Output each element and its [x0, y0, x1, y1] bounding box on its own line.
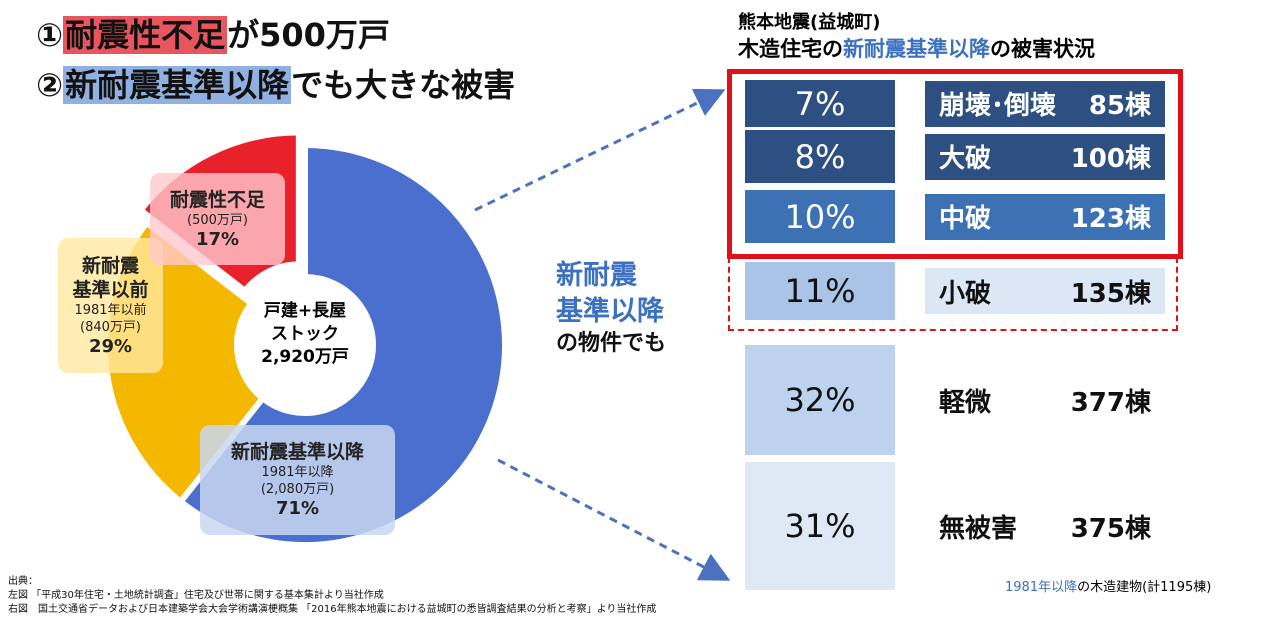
headline-num: ② — [36, 66, 64, 104]
slice-value: 17% — [195, 228, 240, 250]
text: の物件でも — [556, 331, 667, 356]
dashed-box — [728, 257, 1178, 331]
slice-name: 耐震性不足 — [169, 188, 265, 211]
highlight-box — [727, 69, 1183, 259]
source: 出典： — [8, 576, 38, 587]
text: 新耐震 — [556, 260, 637, 291]
headline-num: ① — [36, 16, 64, 54]
slice-name: 新耐震 — [81, 254, 139, 277]
damage-tag: 軽微 377棟 — [925, 375, 1165, 425]
slice-units: (500万戸) — [187, 212, 248, 228]
text: 基準以降 — [556, 296, 664, 327]
damage-count: 375棟 — [1070, 513, 1151, 544]
slice-label: 新耐震 基準以前 1981年以前 (840万戸) 29% — [58, 238, 163, 373]
headline-highlight: 耐震性不足 — [63, 16, 228, 54]
headline-1: ①耐震性不足が500万戸 — [36, 10, 390, 56]
slice-value: 71% — [275, 498, 320, 519]
damage-tag: 崩壊･倒壊 85棟 — [925, 80, 1165, 127]
share-cell: 31% — [745, 462, 895, 590]
slice-year: 1981年以降 — [261, 465, 334, 480]
headline-highlight: 新耐震基準以降 — [63, 66, 292, 104]
share-cell: 11% — [745, 262, 895, 320]
damage-count: 135棟 — [1070, 278, 1151, 309]
share-cell: 10% — [745, 190, 895, 243]
text: 新耐震基準以降 — [843, 37, 990, 61]
damage-count: 100棟 — [1070, 144, 1151, 174]
middle-note: 新耐震基準以降の物件でも — [556, 258, 666, 358]
text: ストック — [271, 324, 339, 344]
panel-title: 熊本地震(益城町) — [738, 12, 881, 33]
damage-level: 崩壊･倒壊 — [939, 91, 1057, 121]
text: 戸建+長屋 — [263, 301, 347, 321]
damage-level: 軽微 — [939, 387, 992, 418]
share-cell: 8% — [745, 130, 895, 183]
text: 1981年以降 — [1005, 580, 1078, 595]
damage-level: 中破 — [939, 204, 992, 234]
damage-count: 377棟 — [1070, 387, 1151, 418]
damage-level: 大破 — [939, 144, 992, 174]
text: 2,920万戸 — [261, 347, 349, 367]
source: 右図 国土交通省データおよび日本建築学会大会学術講演梗概集 「2016年熊本地震… — [8, 604, 657, 615]
panel-footer: 1981年以降の木造建物(計1195棟) — [1005, 576, 1211, 595]
damage-tag: 大破 100棟 — [925, 133, 1165, 180]
slice-units: (2,080万戸) — [260, 482, 335, 497]
share-cell: 32% — [745, 345, 895, 455]
text: の木造建物(計1195棟) — [1077, 580, 1212, 595]
arrow — [474, 88, 726, 212]
text: 木造住宅の — [738, 37, 843, 61]
damage-count: 123棟 — [1070, 204, 1151, 234]
damage-tag: 小破 135棟 — [925, 268, 1165, 314]
headline-2: ②新耐震基準以降でも大きな被害 — [36, 60, 515, 106]
damage-level: 無被害 — [939, 513, 1018, 544]
slice-name: 基準以前 — [72, 278, 149, 301]
damage-level: 小破 — [939, 278, 992, 309]
panel-subtitle: 木造住宅の新耐震基準以降の被害状況 — [738, 33, 1095, 63]
slice-units: (840万戸) — [80, 319, 141, 335]
share-cell: 7% — [745, 80, 895, 127]
slice-year: 1981年以前 — [74, 302, 147, 318]
headline-rest: が500万戸 — [227, 16, 390, 54]
slice-name: 新耐震基準以降 — [230, 441, 364, 463]
damage-count: 85棟 — [1088, 91, 1151, 121]
damage-tag: 中破 123棟 — [925, 193, 1165, 240]
slice-value: 29% — [88, 335, 133, 357]
damage-tag: 無被害 375棟 — [925, 501, 1165, 551]
source: 左図 「平成30年住宅・土地統計調査」住宅及び世帯に関する基本集計より当社作成 — [8, 590, 384, 601]
arrow — [497, 458, 731, 581]
center-label: 戸建+長屋ストック 2,920万戸 — [237, 300, 373, 369]
text: の被害状況 — [990, 37, 1095, 61]
headline-rest: でも大きな被害 — [291, 66, 516, 104]
slice-label: 耐震性不足 (500万戸) 17% — [150, 173, 285, 265]
slice-label: 新耐震基準以降 1981年以降 (2,080万戸) 71% — [200, 425, 395, 535]
